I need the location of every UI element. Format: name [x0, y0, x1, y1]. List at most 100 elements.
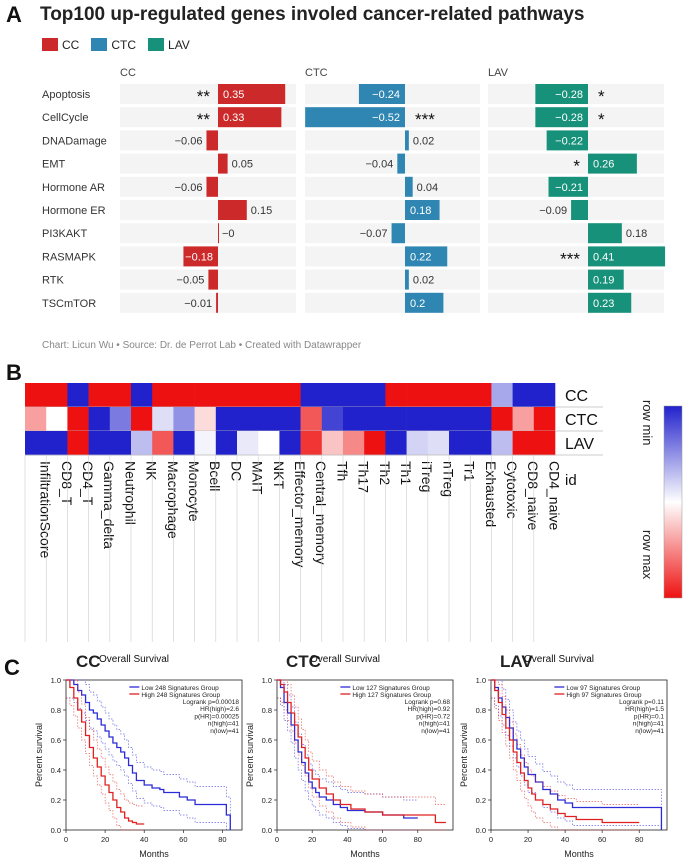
km-ytick-label-lav: 0.8	[476, 706, 486, 715]
km-stat-cc-0: Logrank p=0.00018	[183, 699, 240, 706]
heat-cell-lav-nkt	[258, 431, 280, 456]
heat-col-label-dc: DC	[228, 461, 244, 481]
km-xlabel-lav: Months	[564, 849, 594, 859]
heat-cell-ctc-cd8-t	[46, 407, 68, 432]
heat-cell-lav-infiltrationscore	[25, 431, 47, 456]
km-curve-ctc-high-127-signatures-group	[277, 679, 446, 824]
heat-row-label-cc: CC	[565, 388, 588, 405]
heat-cell-cc-cd4-naive	[533, 383, 556, 408]
value-label-cc-cellcycle: 0.33	[223, 112, 244, 124]
km-ytick-label-ctc: 0.2	[262, 796, 272, 805]
heat-cell-cc-cytotoxic	[491, 383, 513, 408]
heat-col-label-th1: Th1	[398, 461, 414, 485]
km-xtick-label-ctc: 80	[414, 835, 422, 844]
value-label-lav-hormone-er: −0.09	[539, 205, 567, 217]
heat-cell-ctc-tfh	[321, 407, 344, 432]
heat-col-label-th2: Th2	[377, 461, 393, 485]
value-label-lav-apoptosis: −0.28	[555, 89, 583, 101]
row-bg-ctc-hormone-er	[305, 200, 480, 220]
km-header-lav: LAV	[500, 652, 533, 671]
row-label-pi3kakt: PI3KAKT	[42, 228, 88, 240]
heat-cell-ctc-th1	[385, 407, 407, 432]
heat-cell-cc-dc	[215, 383, 238, 408]
row-label-emt: EMT	[42, 159, 66, 171]
value-label-ctc-cellcycle: −0.52	[372, 112, 400, 124]
colorbar	[663, 405, 683, 599]
heat-cell-cc-tr1	[449, 383, 471, 408]
bar-lav-cellcycle	[535, 107, 588, 128]
value-label-lav-rasmapk: 0.41	[593, 251, 614, 263]
value-label-lav-pi3kakt: 0.18	[626, 228, 647, 240]
km-xtick-label-ctc: 0	[275, 835, 279, 844]
km-ytick-label-cc: 0.6	[51, 736, 61, 745]
chart-title: Top100 up-regulated genes involed cancer…	[40, 4, 585, 25]
panel-header-ctc: CTC	[305, 67, 328, 79]
km-xtick-label-lav: 80	[635, 835, 643, 844]
heat-cell-lav-neutrophil	[109, 431, 132, 456]
heat-cell-ctc-tr1	[449, 407, 471, 432]
panel-header-lav: LAV	[488, 67, 509, 79]
significance-lav-apoptosis: *	[598, 87, 605, 106]
significance-ctc-cellcycle: ***	[415, 110, 435, 129]
value-label-lav-tscmtor: 0.23	[593, 298, 614, 310]
heat-cell-ctc-monocyte	[173, 407, 195, 432]
heat-cell-lav-ntreg	[427, 431, 450, 456]
heat-id-label: id	[565, 472, 577, 489]
heat-cell-cc-infiltrationscore	[25, 383, 47, 408]
heat-cell-cc-th17	[343, 383, 365, 408]
heat-cell-ctc-ntreg	[427, 407, 450, 432]
heat-cell-cc-macrophage	[152, 383, 174, 408]
heat-cell-ctc-infiltrationscore	[25, 407, 47, 432]
km-ylabel-lav: Percent survival	[459, 723, 469, 787]
heat-cell-cc-central-memory	[300, 383, 323, 408]
heat-col-label-exhausted: Exhausted	[483, 461, 499, 527]
significance-lav-emt: *	[573, 157, 580, 176]
heat-col-label-bcell: Bcell	[207, 461, 223, 491]
heat-col-label-tfh: Tfh	[334, 461, 350, 481]
heat-col-label-central-memory: Central_memory	[313, 461, 329, 564]
heat-cell-cc-cd8-naive	[512, 383, 535, 408]
km-curve-cc-low-248-signatures-group	[66, 679, 231, 830]
value-label-cc-emt: 0.05	[232, 159, 253, 171]
heat-col-label-tr1: Tr1	[462, 461, 478, 482]
km-ci-ctc-low-127-signatures-group-0	[277, 679, 418, 801]
heat-cell-cc-effector-memory	[279, 383, 301, 408]
km-ci-lav-low-97-signatures-group-0	[491, 679, 662, 830]
value-label-lav-dnadamage: −0.22	[555, 135, 583, 147]
heat-cell-cc-exhausted	[470, 383, 492, 408]
heat-cell-lav-macrophage	[152, 431, 174, 456]
value-label-ctc-hormone-ar: 0.04	[417, 182, 438, 194]
value-label-cc-hormone-er: 0.15	[251, 205, 272, 217]
heat-cell-cc-th1	[385, 383, 407, 408]
km-curve-ctc-low-127-signatures-group	[277, 679, 418, 819]
legend-label-cc: CC	[62, 38, 80, 52]
heat-cell-cc-mait	[237, 383, 259, 408]
bar-ctc-hormone-ar	[405, 176, 413, 197]
heat-col-label-cytotoxic: Cytotoxic	[504, 461, 520, 519]
km-ytick-label-ctc: 0.6	[262, 736, 272, 745]
heat-cell-ctc-exhausted	[470, 407, 492, 432]
bar-ctc-dnadamage	[405, 130, 409, 151]
heat-cell-lav-central-memory	[300, 431, 323, 456]
heat-cell-lav-exhausted	[470, 431, 492, 456]
km-xtick-label-cc: 80	[218, 835, 226, 844]
km-stat-lav-1: HR(high)=1.5	[625, 706, 664, 713]
km-xtick-label-lav: 60	[598, 835, 606, 844]
km-xlabel-cc: Months	[139, 849, 169, 859]
bar-ctc-rtk	[405, 269, 409, 290]
bar-cc-cellcycle	[218, 107, 282, 128]
km-stat-cc-3: n(high)=41	[208, 721, 240, 728]
heat-col-label-itreg: iTreg	[419, 461, 435, 492]
bar-ctc-apoptosis	[358, 84, 405, 104]
heat-cell-ctc-neutrophil	[109, 407, 132, 432]
bar-lav-rtk	[588, 269, 624, 290]
row-label-hormone-ar: Hormone AR	[42, 182, 105, 194]
row-label-apoptosis: Apoptosis	[42, 89, 91, 101]
km-stat-ctc-3: n(high)=41	[419, 721, 451, 728]
significance-lav-cellcycle: *	[598, 110, 605, 129]
km-xtick-label-cc: 0	[64, 835, 68, 844]
km-header-ctc: CTC	[286, 652, 321, 671]
survival-curves: Overall Survival 0.0 0.2 0.4 0.6 0.8 1.0 0 20 40 6…	[34, 654, 668, 859]
bar-lav-hormone-er	[571, 200, 588, 220]
km-xtick-label-cc: 20	[101, 835, 109, 844]
